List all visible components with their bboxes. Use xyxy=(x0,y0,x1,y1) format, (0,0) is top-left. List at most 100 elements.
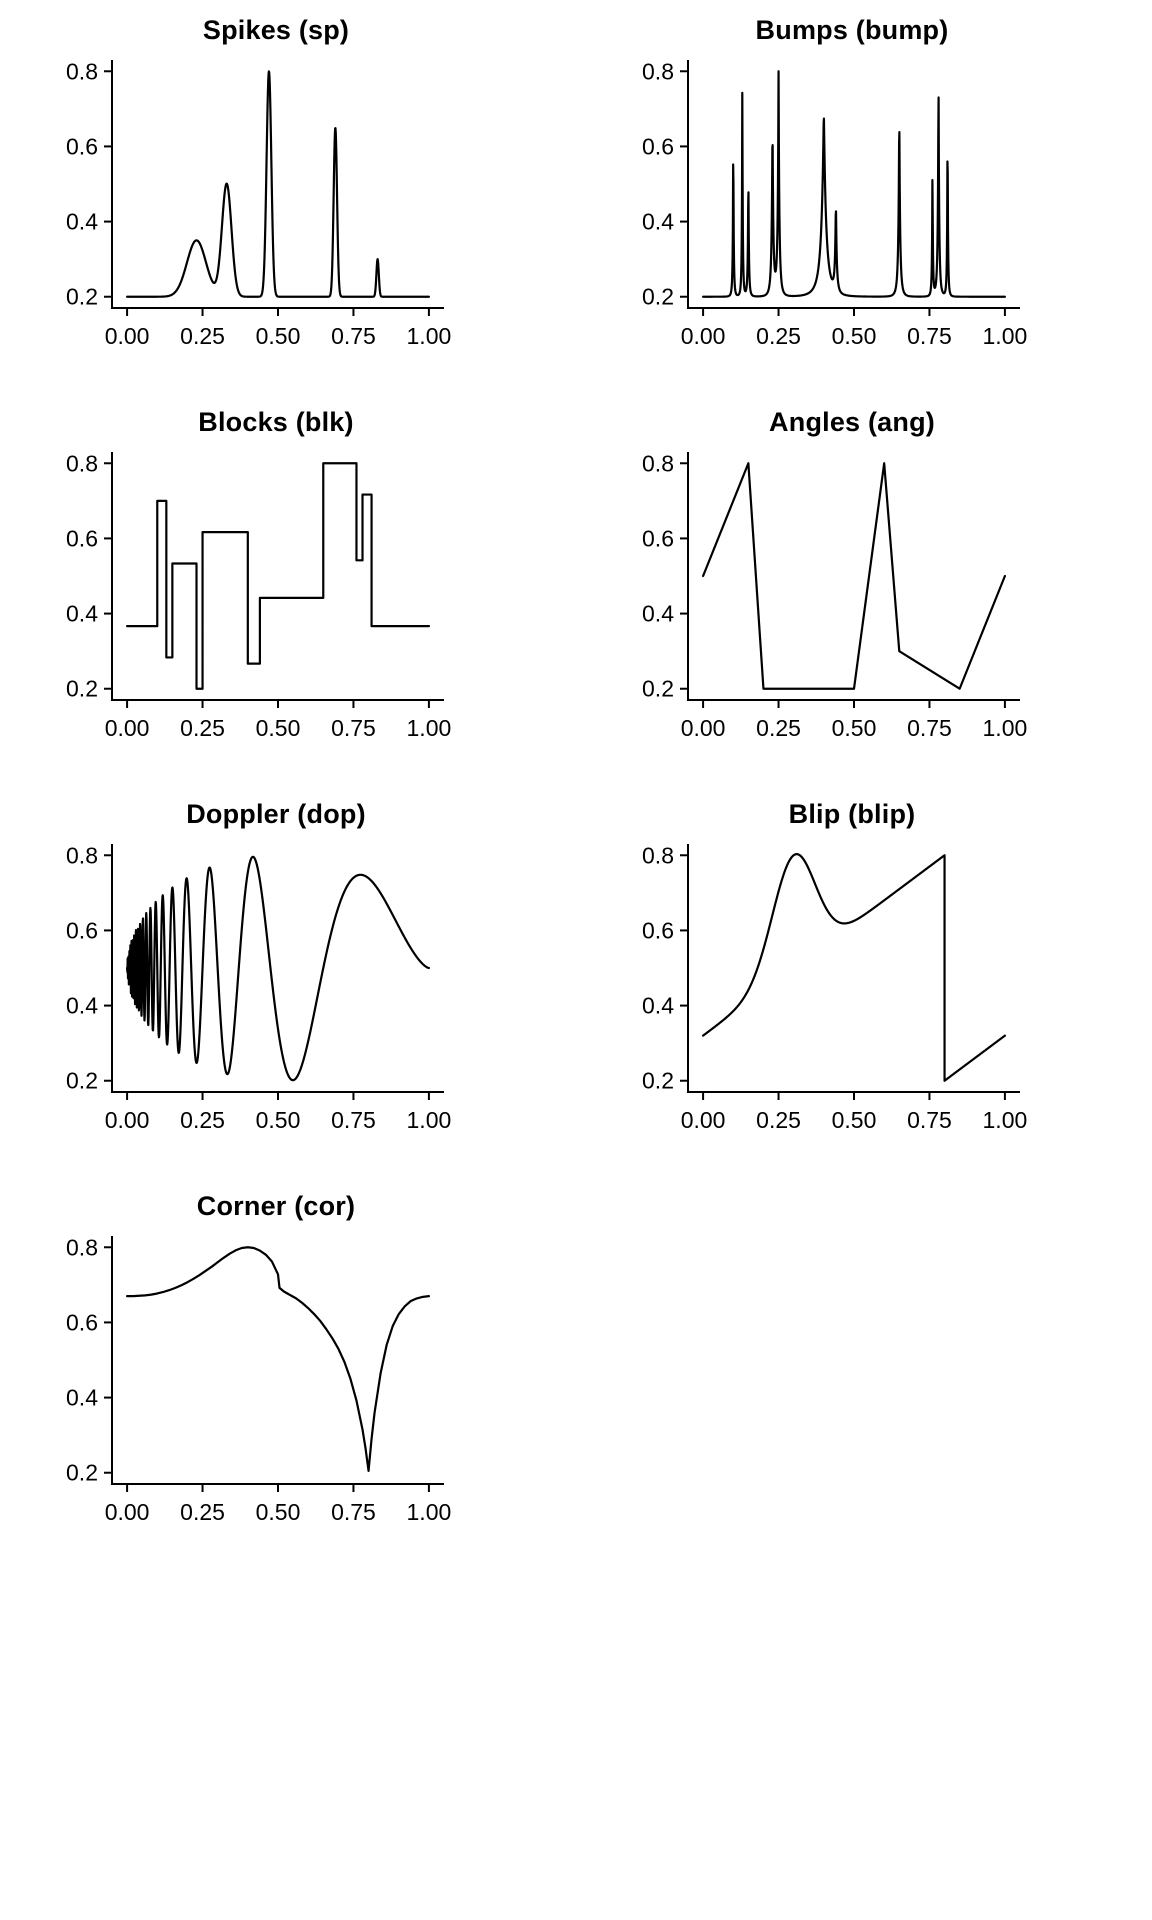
chart-canvas: 0.00 0.25 0.50 0.75 1.00 0.2 0.4 0.6 0.8 xyxy=(642,450,1028,741)
x-tick-label: 0.25 xyxy=(180,1499,225,1525)
chart-title: Blocks (blk) xyxy=(198,407,354,437)
x-tick-label: 1.00 xyxy=(407,1499,452,1525)
y-tick-label: 0.2 xyxy=(66,284,98,310)
x-tick-label: 1.00 xyxy=(983,1107,1028,1133)
chart-title: Angles (ang) xyxy=(769,407,935,437)
panel-corner: Corner (cor) 0.00 0.25 0.50 0.75 1.00 0.2 0.4 0… xyxy=(0,1176,576,1568)
x-tick-label: 0.50 xyxy=(256,715,301,741)
x-tick-label: 0.00 xyxy=(105,1499,150,1525)
x-tick-label: 0.50 xyxy=(256,1499,301,1525)
y-tick-label: 0.8 xyxy=(66,1234,98,1260)
chart-canvas: 0.00 0.25 0.50 0.75 1.00 0.2 0.4 0.6 0.8 xyxy=(66,450,452,741)
x-tick-label: 0.50 xyxy=(832,1107,877,1133)
x-tick-label: 1.00 xyxy=(407,1107,452,1133)
axes-spines xyxy=(687,844,1020,1093)
x-tick-label: 0.00 xyxy=(105,715,150,741)
x-tick-label: 0.75 xyxy=(331,1107,376,1133)
y-tick-label: 0.2 xyxy=(66,676,98,702)
axes-spines xyxy=(687,452,1020,701)
y-tick-label: 0.6 xyxy=(66,133,98,159)
panel-blocks: Blocks (blk) 0.00 0.25 0.50 0.75 1.00 0.2 0.4 0… xyxy=(0,392,576,784)
chart-title: Spikes (sp) xyxy=(202,15,350,45)
chart-title: Corner (cor) xyxy=(196,1191,356,1221)
chart-canvas: 0.00 0.25 0.50 0.75 1.00 0.2 0.4 0.6 0.8 xyxy=(66,1234,452,1525)
x-tick-label: 0.75 xyxy=(331,1499,376,1525)
y-tick-label: 0.8 xyxy=(642,842,674,868)
y-tick-label: 0.4 xyxy=(642,209,674,235)
x-tick-label: 0.75 xyxy=(907,715,952,741)
y-tick-label: 0.6 xyxy=(66,917,98,943)
panel-empty xyxy=(576,1176,1152,1568)
y-tick-label: 0.2 xyxy=(642,1068,674,1094)
chart-canvas: 0.00 0.25 0.50 0.75 1.00 0.2 0.4 0.6 0.8 xyxy=(642,58,1028,349)
chart-canvas: 0.00 0.25 0.50 0.75 1.00 0.2 0.4 0.6 0.8 xyxy=(66,842,452,1133)
x-tick-label: 0.50 xyxy=(256,323,301,349)
x-tick-label: 0.75 xyxy=(907,323,952,349)
x-tick-label: 0.50 xyxy=(832,715,877,741)
x-tick-label: 0.25 xyxy=(180,1107,225,1133)
axes-spines xyxy=(111,1236,444,1485)
y-tick-label: 0.6 xyxy=(642,917,674,943)
x-tick-label: 0.00 xyxy=(681,1107,726,1133)
x-tick-label: 0.25 xyxy=(756,1107,801,1133)
y-tick-label: 0.2 xyxy=(66,1460,98,1486)
chart-canvas: 0.00 0.25 0.50 0.75 1.00 0.2 0.4 0.6 0.8 xyxy=(66,58,452,349)
x-tick-label: 0.50 xyxy=(256,1107,301,1133)
x-tick-label: 1.00 xyxy=(983,715,1028,741)
x-tick-label: 1.00 xyxy=(407,323,452,349)
series-line xyxy=(701,462,1007,690)
x-tick-label: 0.75 xyxy=(331,323,376,349)
x-tick-label: 1.00 xyxy=(983,323,1028,349)
chart-title: Blip (blip) xyxy=(788,799,916,829)
y-tick-label: 0.4 xyxy=(66,601,98,627)
x-tick-label: 0.25 xyxy=(756,323,801,349)
x-tick-label: 0.25 xyxy=(180,323,225,349)
y-tick-label: 0.8 xyxy=(66,58,98,84)
axes-spines xyxy=(111,60,444,309)
y-tick-label: 0.8 xyxy=(642,58,674,84)
x-tick-label: 0.00 xyxy=(681,715,726,741)
chart-canvas: 0.00 0.25 0.50 0.75 1.00 0.2 0.4 0.6 0.8 xyxy=(642,842,1028,1133)
y-tick-label: 0.4 xyxy=(66,1385,98,1411)
x-tick-label: 0.00 xyxy=(105,1107,150,1133)
y-tick-label: 0.4 xyxy=(642,993,674,1019)
chart-title: Doppler (dop) xyxy=(186,799,366,829)
panel-blip: Blip (blip) 0.00 0.25 0.50 0.75 1.00 0.2 0.4 0.… xyxy=(576,784,1152,1176)
series-line xyxy=(125,1246,431,1472)
y-tick-label: 0.2 xyxy=(66,1068,98,1094)
y-tick-label: 0.4 xyxy=(66,993,98,1019)
axes-spines xyxy=(111,844,444,1093)
y-tick-label: 0.8 xyxy=(642,450,674,476)
y-tick-label: 0.8 xyxy=(66,450,98,476)
y-tick-label: 0.6 xyxy=(642,525,674,551)
x-tick-label: 0.50 xyxy=(832,323,877,349)
x-tick-label: 0.25 xyxy=(180,715,225,741)
y-tick-label: 0.4 xyxy=(66,209,98,235)
panel-angles: Angles (ang) 0.00 0.25 0.50 0.75 1.00 0.2 0.4 0… xyxy=(576,392,1152,784)
y-tick-label: 0.2 xyxy=(642,284,674,310)
x-tick-label: 0.00 xyxy=(105,323,150,349)
series-line xyxy=(125,855,431,1082)
series-line xyxy=(125,462,431,690)
x-tick-label: 0.75 xyxy=(331,715,376,741)
y-tick-label: 0.6 xyxy=(66,1309,98,1335)
panel-bumps: Bumps (bump) 0.00 0.25 0.50 0.75 1.00 0.2 0.4 0… xyxy=(576,0,1152,392)
series-line xyxy=(701,70,1007,298)
panel-doppler: Doppler (dop) 0.00 0.25 0.50 0.75 1.00 0.2 0.4… xyxy=(0,784,576,1176)
y-tick-label: 0.2 xyxy=(642,676,674,702)
series-line xyxy=(125,70,431,298)
y-tick-label: 0.4 xyxy=(642,601,674,627)
series-line xyxy=(701,853,1007,1082)
chart-title: Bumps (bump) xyxy=(755,15,949,45)
x-tick-label: 0.25 xyxy=(756,715,801,741)
panel-spikes: Spikes (sp) 0.00 0.25 0.50 0.75 1.00 0.2 0.4 0.… xyxy=(0,0,576,392)
axes-spines xyxy=(687,60,1020,309)
axes-spines xyxy=(111,452,444,701)
x-tick-label: 0.00 xyxy=(681,323,726,349)
y-tick-label: 0.6 xyxy=(66,525,98,551)
y-tick-label: 0.8 xyxy=(66,842,98,868)
y-tick-label: 0.6 xyxy=(642,133,674,159)
x-tick-label: 0.75 xyxy=(907,1107,952,1133)
x-tick-label: 1.00 xyxy=(407,715,452,741)
